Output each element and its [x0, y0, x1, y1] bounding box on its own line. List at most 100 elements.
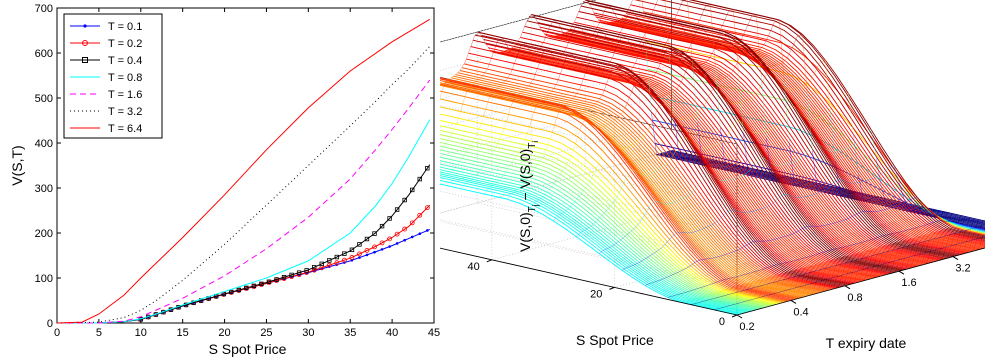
surface-line [486, 153, 492, 162]
surface-line [615, 114, 621, 119]
surface-line [771, 281, 777, 284]
surface-line [799, 257, 805, 260]
data-point [364, 247, 370, 253]
y-tick-label: 20 [590, 288, 602, 300]
surface-line [545, 34, 551, 37]
surface-line [720, 254, 726, 257]
x-tick-label: 25 [260, 327, 272, 339]
surface-line [607, 66, 614, 81]
surface-line [601, 44, 607, 47]
surface-line [657, 30, 663, 33]
surface-line [631, 169, 637, 172]
series-line [56, 18, 431, 324]
surface-line [722, 11, 729, 24]
surface-line [669, 201, 675, 205]
grid-line [440, 150, 738, 316]
surface-line [735, 39, 742, 45]
data-point [394, 231, 400, 237]
surface-line [594, 30, 600, 41]
surface-line [650, 281, 656, 284]
surface-line [806, 225, 812, 227]
surface-line [690, 31, 697, 45]
surface-line [586, 38, 592, 46]
surface-line [609, 43, 615, 51]
surface-line [905, 256, 911, 259]
y-axis-label: S Spot Price [576, 332, 654, 348]
legend-box [63, 13, 163, 139]
surface-line [821, 224, 827, 227]
surface-line [669, 55, 675, 118]
surface-line [545, 188, 551, 195]
grid-line [614, 205, 917, 288]
surface-line [455, 111, 461, 126]
surface-line [536, 99, 542, 104]
surface-line [613, 143, 619, 149]
surface-line [919, 207, 925, 209]
surface-line [730, 250, 736, 253]
surface-line [745, 242, 752, 246]
surface-line [548, 48, 555, 59]
surface-line [567, 109, 573, 115]
surface-line [538, 42, 544, 51]
surface-line [769, 71, 776, 78]
surface-line [912, 197, 918, 200]
surface-line [789, 287, 795, 290]
surface-line [712, 34, 719, 40]
surface-line [696, 301, 702, 304]
surface-line [720, 127, 726, 171]
surface-line [784, 289, 790, 291]
surface-line [779, 20, 785, 82]
z-axis-label-part: T [527, 143, 538, 149]
surface-line [757, 131, 763, 134]
surface-line [881, 186, 887, 207]
surface-line [510, 45, 516, 49]
surface-line [817, 189, 823, 192]
x-tick-mark [844, 285, 851, 290]
surface-line [786, 277, 792, 280]
z-axis-label-part: j [531, 204, 540, 207]
surface-line [620, 106, 627, 115]
surface-line [709, 173, 716, 178]
surface-line [829, 248, 835, 251]
surface-line [914, 208, 920, 211]
surface-line [647, 54, 653, 57]
surface-line [580, 229, 587, 233]
surface-line [863, 199, 869, 202]
x-tick-label: 15 [177, 327, 189, 339]
surface-line [440, 77, 794, 301]
legend-label: T = 0.4 [108, 55, 142, 67]
surface-line [955, 220, 961, 223]
surface-line [488, 89, 494, 100]
surface-line [730, 167, 736, 169]
surface-line [919, 224, 926, 227]
data-point [349, 247, 355, 252]
surface-line [800, 85, 806, 88]
data-point [319, 261, 324, 267]
surface-line [804, 283, 810, 286]
surface-line [624, 232, 630, 238]
x-axis-label: S Spot Price [209, 341, 287, 357]
surface-line [440, 179, 740, 315]
surface-line [960, 241, 967, 244]
surface-line [563, 208, 569, 213]
surface-line [780, 163, 786, 166]
data-point [410, 235, 414, 239]
surface-line [672, 232, 678, 237]
surface-line [666, 92, 672, 95]
surface-line [882, 251, 888, 254]
surface-line [783, 261, 790, 264]
surface-line [635, 78, 642, 81]
surface-chart: 0.20.40.81.63.26.40204060020406080100120… [440, 0, 985, 351]
surface-line [685, 265, 691, 270]
surface-line [702, 163, 708, 166]
surface-line [606, 42, 612, 45]
surface-line [925, 250, 931, 253]
surface-line [457, 88, 463, 91]
y-axis-line [440, 247, 738, 316]
surface-line [654, 0, 658, 9]
surface-line [779, 85, 786, 90]
surface-line [776, 279, 782, 282]
surface-line [909, 227, 916, 230]
surface-line [493, 89, 499, 94]
surface-line [890, 260, 896, 263]
